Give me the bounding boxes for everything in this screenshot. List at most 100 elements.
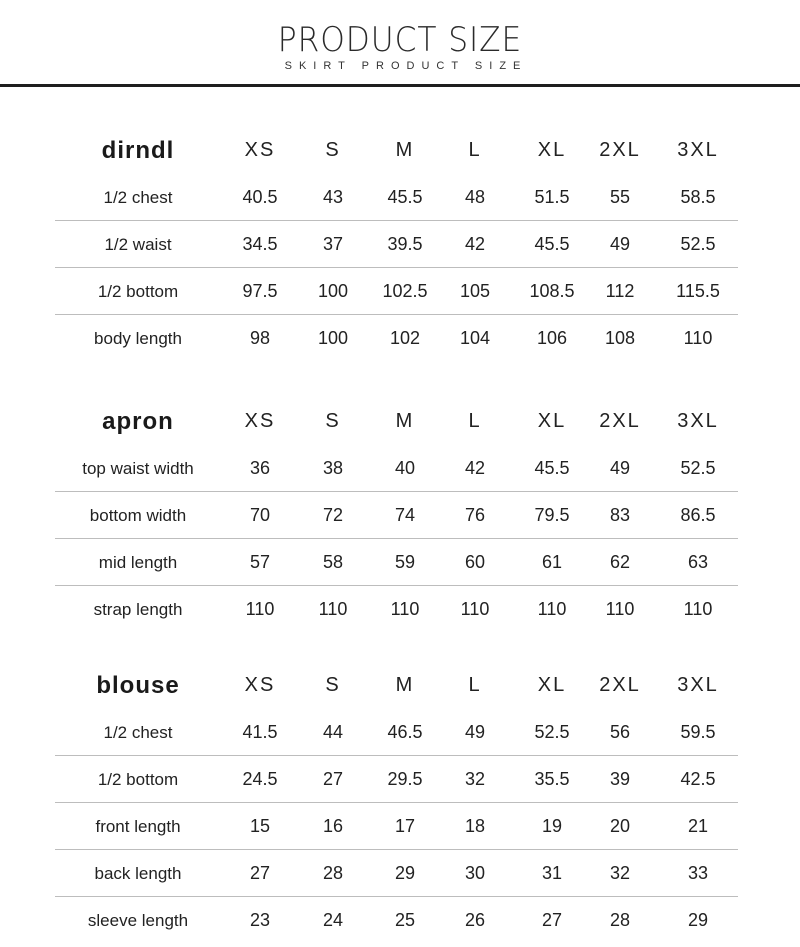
measurement-value: 27 (322, 769, 344, 789)
measurement-value: 42 (464, 458, 486, 478)
measurement-label: strap length (93, 600, 183, 619)
size-header: S (325, 674, 341, 696)
measurement-value: 59.5 (680, 722, 716, 742)
size-header: XS (244, 674, 276, 696)
measurement-label: top waist width (82, 459, 194, 478)
measurement-value: 110 (605, 599, 635, 619)
measurement-value: 25 (394, 910, 416, 930)
table-row: top waist width 36 38 40 42 45.5 49 52.5 (0, 445, 800, 492)
measurement-value: 51.5 (534, 187, 570, 207)
measurement-value: 15 (249, 816, 271, 836)
size-header: XS (244, 410, 276, 432)
measurement-value: 110 (390, 599, 420, 619)
measurement-label: body length (94, 329, 182, 348)
table-row: 1/2 bottom 97.5 100 102.5 105 108.5 112 115.5 (0, 268, 800, 315)
measurement-value: 29 (394, 863, 416, 883)
measurement-value: 100 (317, 281, 349, 301)
measurement-value: 45.5 (534, 458, 570, 478)
measurement-label: back length (94, 864, 182, 883)
measurement-value: 58.5 (680, 187, 716, 207)
table-header-row: dirndl XS S M L XL 2XL 3XL (0, 127, 800, 174)
size-header: S (325, 410, 341, 432)
measurement-value: 45.5 (387, 187, 423, 207)
measurement-value: 62 (609, 552, 631, 572)
measurement-value: 45.5 (534, 234, 570, 254)
size-header: 2XL (599, 410, 641, 432)
measurement-value: 24.5 (242, 769, 278, 789)
table-row: bottom width 70 72 74 76 79.5 83 86.5 (0, 492, 800, 539)
measurement-value: 106 (536, 328, 568, 348)
measurement-value: 40.5 (242, 187, 278, 207)
measurement-value: 38 (322, 458, 344, 478)
table-row: 1/2 bottom 24.5 27 29.5 32 35.5 39 42.5 (0, 756, 800, 803)
measurement-value: 110 (318, 599, 348, 619)
measurement-value: 72 (322, 505, 344, 525)
measurement-value: 76 (464, 505, 486, 525)
section-title: dirndl (101, 137, 175, 164)
size-header: M (395, 674, 415, 696)
header-divider (0, 84, 800, 87)
size-header: 3XL (677, 139, 719, 161)
measurement-value: 57 (249, 552, 271, 572)
measurement-value: 110 (683, 328, 713, 348)
measurement-value: 112 (605, 281, 635, 301)
measurement-value: 63 (687, 552, 709, 572)
table-row: front length 15 16 17 18 19 20 21 (0, 803, 800, 850)
measurement-value: 37 (322, 234, 344, 254)
measurement-value: 31 (541, 863, 563, 883)
measurement-value: 110 (683, 599, 713, 619)
measurement-value: 32 (609, 863, 631, 883)
measurement-label: 1/2 bottom (97, 282, 179, 301)
measurement-value: 58 (322, 552, 344, 572)
measurement-value: 20 (609, 816, 631, 836)
measurement-value: 32 (464, 769, 486, 789)
table-row: strap length 110 110 110 110 110 110 110 (0, 586, 800, 633)
measurement-value: 23 (249, 910, 271, 930)
measurement-value: 61 (541, 552, 563, 572)
measurement-value: 35.5 (534, 769, 570, 789)
measurement-value: 74 (394, 505, 416, 525)
measurement-value: 52.5 (680, 234, 716, 254)
measurement-value: 52.5 (680, 458, 716, 478)
measurement-value: 19 (541, 816, 563, 836)
size-header: 2XL (599, 139, 641, 161)
measurement-value: 105 (459, 281, 491, 301)
measurement-value: 29 (687, 910, 709, 930)
size-header: L (468, 674, 482, 696)
table-row: body length 98 100 102 104 106 108 110 (0, 315, 800, 362)
measurement-value: 100 (317, 328, 349, 348)
measurement-value: 42.5 (680, 769, 716, 789)
measurement-value: 70 (249, 505, 271, 525)
size-header: 2XL (599, 674, 641, 696)
size-header: L (468, 410, 482, 432)
measurement-value: 102.5 (382, 281, 428, 301)
page-subtitle: SKIRT PRODUCT SIZE (284, 60, 528, 72)
size-header: L (468, 139, 482, 161)
measurement-value: 102 (389, 328, 421, 348)
measurement-value: 56 (609, 722, 631, 742)
table-row: 1/2 chest 41.5 44 46.5 49 52.5 56 59.5 (0, 709, 800, 756)
measurement-value: 108.5 (529, 281, 575, 301)
measurement-value: 27 (541, 910, 563, 930)
size-header: XL (537, 674, 567, 696)
measurement-value: 59 (394, 552, 416, 572)
measurement-value: 27 (249, 863, 271, 883)
measurement-label: sleeve length (87, 911, 189, 930)
measurement-value: 42 (464, 234, 486, 254)
measurement-label: 1/2 bottom (97, 770, 179, 789)
measurement-value: 24 (322, 910, 344, 930)
measurement-value: 36 (249, 458, 271, 478)
measurement-label: mid length (98, 553, 178, 572)
measurement-value: 55 (609, 187, 631, 207)
measurement-label: 1/2 chest (103, 723, 173, 742)
measurement-value: 26 (464, 910, 486, 930)
measurement-value: 83 (609, 505, 631, 525)
measurement-value: 30 (464, 863, 486, 883)
measurement-value: 98 (249, 328, 271, 348)
measurement-value: 49 (609, 234, 631, 254)
table-header-row: blouse XS S M L XL 2XL 3XL (0, 662, 800, 709)
measurement-value: 110 (537, 599, 567, 619)
measurement-value: 110 (245, 599, 275, 619)
size-header: 3XL (677, 674, 719, 696)
section-title: blouse (96, 672, 180, 699)
